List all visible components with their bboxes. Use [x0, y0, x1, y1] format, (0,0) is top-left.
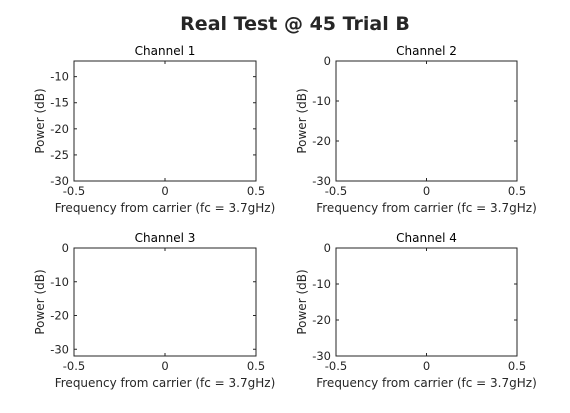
- y-tick-label: -20: [50, 309, 69, 323]
- y-tick-label: -20: [312, 134, 331, 148]
- axes-frame: [73, 247, 257, 357]
- subplot-channel-2: -0.5 0 0.5 0 -10 -20 -30 Channel 2 Frequency fro…: [295, 44, 537, 215]
- x-tick-label: -0.5: [63, 184, 85, 198]
- y-tick-label: -10: [50, 275, 69, 289]
- x-axis-label: Frequency from carrier (fc = 3.7gHz): [316, 201, 537, 215]
- x-tick-label: -0.5: [63, 359, 85, 373]
- y-tick-label: -20: [312, 313, 331, 327]
- x-tick-label: 0: [161, 359, 168, 373]
- y-tick-label: -10: [50, 70, 69, 84]
- subplot-title: Channel 2: [396, 44, 457, 58]
- x-axis-label: Frequency from carrier (fc = 3.7gHz): [55, 201, 276, 215]
- y-tick-label: -20: [50, 122, 69, 136]
- y-tick-label: 0: [324, 54, 331, 68]
- y-axis-label: Power (dB): [33, 88, 47, 153]
- x-tick-label: 0: [161, 184, 168, 198]
- figure-title: Real Test @ 45 Trial B: [180, 13, 410, 35]
- y-axis-label: Power (dB): [33, 269, 47, 334]
- y-tick-label: -30: [312, 174, 331, 188]
- y-tick-label: -10: [312, 277, 331, 291]
- x-tick-label: -0.5: [325, 184, 347, 198]
- subplot-title: Channel 1: [135, 44, 196, 58]
- x-tick-label: 0: [423, 184, 430, 198]
- y-tick-label: -10: [312, 94, 331, 108]
- subplot-title: Channel 3: [135, 231, 196, 245]
- subplot-channel-4: -0.5 0 0.5 0 -10 -20 -30 Channel 4 Frequency fro…: [295, 231, 537, 390]
- y-axis-label: Power (dB): [295, 269, 309, 334]
- y-tick-label: 0: [324, 241, 331, 255]
- y-tick-label: -25: [50, 148, 69, 162]
- y-tick-label: 0: [62, 241, 69, 255]
- x-tick-label: 0: [423, 359, 430, 373]
- y-tick-label: -30: [50, 174, 69, 188]
- y-axis-label: Power (dB): [295, 88, 309, 153]
- x-tick-label: 0.5: [247, 359, 265, 373]
- axes-frame: [335, 60, 518, 182]
- x-tick-label: 0.5: [247, 184, 265, 198]
- x-tick-label: 0.5: [508, 359, 526, 373]
- x-tick-label: -0.5: [325, 359, 347, 373]
- x-tick-label: 0.5: [508, 184, 526, 198]
- y-tick-label: -30: [50, 342, 69, 356]
- subplot-title: Channel 4: [396, 231, 457, 245]
- x-axis-label: Frequency from carrier (fc = 3.7gHz): [316, 376, 537, 390]
- y-tick-label: -15: [50, 96, 69, 110]
- y-tick-label: -30: [312, 349, 331, 363]
- subplot-channel-3: -0.5 0 0.5 0 -10 -20 -30 Channel 3 Frequency fro…: [33, 231, 275, 390]
- axes-frame: [73, 60, 257, 182]
- axes-frame: [335, 247, 518, 357]
- x-axis-label: Frequency from carrier (fc = 3.7gHz): [55, 376, 276, 390]
- subplot-channel-1: -0.5 0 0.5 -10 -15 -20 -25 -30 Channel 1 Frequenc…: [33, 44, 275, 215]
